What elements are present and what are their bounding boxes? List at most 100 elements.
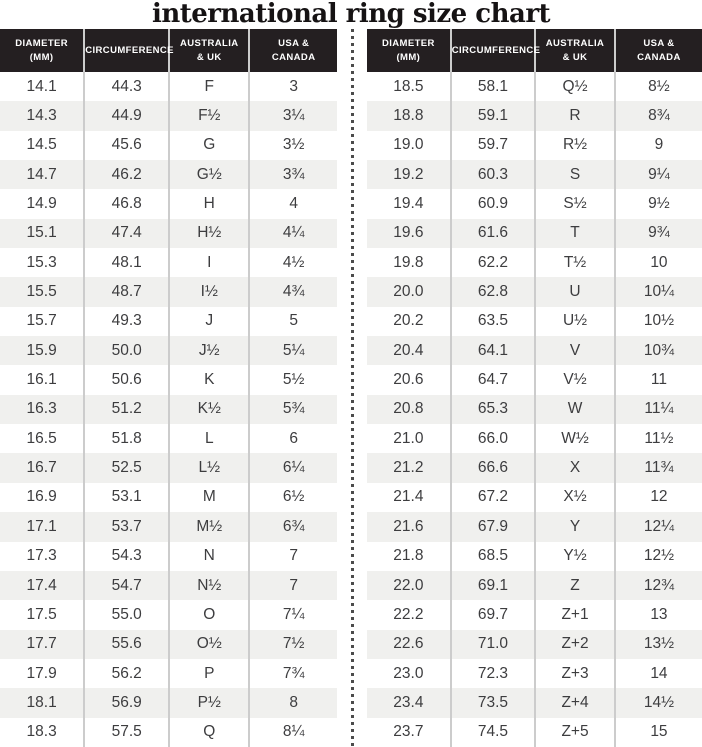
cell-diameter-mm: 20.2 — [393, 312, 424, 330]
table-row: 15.3 48.1 I 4½ — [0, 248, 337, 278]
cell-australia-uk: Z+5 — [534, 717, 615, 747]
cell-australia-uk: J½ — [168, 336, 250, 366]
cell-circumference: 58.1 — [449, 72, 536, 102]
cell-diameter-mm: 21.0 — [393, 429, 424, 447]
cell-circumference: 46.8 — [83, 189, 170, 219]
cell-circumference: 64.1 — [449, 336, 536, 366]
column-header-circumference: CIRCUMFERENCE — [449, 29, 540, 72]
cell-diameter-mm: 18.5 — [393, 77, 424, 95]
cell-usa-canada: 7¼ — [248, 600, 337, 630]
table-row: 17.9 56.2 P 7¾ — [0, 658, 337, 689]
table-row: 16.1 50.6 K 5½ — [0, 365, 337, 395]
column-header-diameter-mm: DIAMETER (mm) — [0, 29, 85, 72]
cell-australia-uk: W — [534, 394, 615, 425]
cell-diameter-mm: 15.7 — [26, 312, 57, 330]
cell-circumference: 74.5 — [449, 717, 536, 747]
cell-australia-uk: U½ — [534, 306, 615, 337]
cell-australia-uk: M½ — [168, 512, 250, 542]
cell-usa-canada: 4½ — [248, 248, 337, 278]
table-row: 15.7 49.3 J 5 — [0, 306, 337, 337]
ring-size-table-right-wrap: DIAMETER (mm) CIRCUMFERENCE AUSTRALIA & UK… — [367, 29, 702, 747]
cell-australia-uk: K½ — [168, 394, 250, 425]
table-row: 21.2 66.6 X 11¾ — [367, 453, 702, 483]
cell-australia-uk: P — [168, 658, 250, 689]
cell-australia-uk: N — [168, 541, 250, 571]
cell-circumference: 62.8 — [449, 277, 536, 307]
cell-usa-canada: 3 — [248, 72, 337, 102]
cell-australia-uk: Q — [168, 717, 250, 747]
cell-circumference: 73.5 — [449, 688, 536, 718]
cell-usa-canada: 11¾ — [613, 453, 702, 483]
cell-diameter-mm: 18.3 — [26, 723, 57, 741]
cell-australia-uk: H½ — [168, 218, 250, 249]
cell-diameter-mm: 20.4 — [367, 336, 451, 366]
table-row: 22.6 71.0 Z+2 13½ — [367, 629, 702, 659]
cell-usa-canada: 6¾ — [248, 512, 337, 542]
cell-usa-canada: 3¼ — [248, 101, 337, 131]
cell-circumference: 69.7 — [449, 600, 536, 630]
cell-circumference: 44.9 — [83, 101, 170, 131]
cell-australia-uk: J — [168, 306, 250, 337]
cell-circumference: 59.1 — [449, 101, 536, 131]
cell-usa-canada: 11½ — [613, 424, 702, 454]
cell-diameter-mm: 16.5 — [26, 429, 57, 447]
cell-circumference: 62.2 — [449, 248, 536, 278]
table-row: 17.1 53.7 M½ 6¾ — [0, 512, 337, 542]
cell-usa-canada: 7¾ — [248, 658, 337, 689]
cell-circumference: 71.0 — [449, 629, 536, 659]
cell-circumference: 48.1 — [83, 248, 170, 278]
cell-diameter-mm: 17.9 — [26, 664, 57, 682]
cell-australia-uk: Q½ — [534, 72, 615, 102]
cell-diameter-mm: 15.9 — [0, 336, 85, 366]
cell-usa-canada: 12½ — [613, 541, 702, 571]
column-header-australia-uk: AUSTRALIA & UK — [168, 29, 250, 72]
table-row: 14.1 44.3 F 3 — [0, 72, 337, 102]
table-row: 21.6 67.9 Y 12¼ — [367, 512, 702, 542]
table-row: 23.0 72.3 Z+3 14 — [367, 658, 702, 689]
cell-diameter-mm: 23.4 — [367, 688, 451, 718]
cell-usa-canada: 7 — [248, 570, 337, 601]
cell-circumference: 53.1 — [83, 482, 170, 513]
cell-diameter-mm: 14.7 — [0, 160, 85, 190]
cell-circumference: 60.3 — [449, 160, 536, 190]
cell-diameter-mm: 19.6 — [367, 218, 451, 249]
cell-australia-uk: K — [168, 365, 250, 395]
cell-usa-canada: 14 — [613, 658, 702, 689]
cell-australia-uk: Z+1 — [534, 600, 615, 630]
cell-diameter-mm: 17.7 — [0, 629, 85, 659]
table-row: 20.0 62.8 U 10¼ — [367, 277, 702, 307]
cell-circumference: 48.7 — [83, 277, 170, 307]
cell-australia-uk: M — [168, 482, 250, 513]
cell-usa-canada: 11¼ — [613, 394, 702, 425]
cell-usa-canada: 9¼ — [613, 160, 702, 190]
cell-australia-uk: S — [534, 160, 615, 190]
cell-usa-canada: 6 — [248, 424, 337, 454]
table-row: 16.5 51.8 L 6 — [0, 424, 337, 454]
cell-circumference: 52.5 — [83, 453, 170, 483]
table-separator — [337, 29, 367, 747]
table-row: 16.7 52.5 L½ 6¼ — [0, 453, 337, 483]
cell-australia-uk: U — [534, 277, 615, 307]
header-row: DIAMETER (mm) CIRCUMFERENCE AUSTRALIA & UK… — [367, 29, 702, 72]
cell-usa-canada: 8½ — [613, 72, 702, 102]
cell-circumference: 67.2 — [449, 482, 536, 513]
cell-usa-canada: 5¼ — [248, 336, 337, 366]
ring-size-table-left: DIAMETER (mm) CIRCUMFERENCE AUSTRALIA & UK… — [0, 29, 337, 747]
cell-usa-canada: 5½ — [248, 365, 337, 395]
column-header-usa-canada: USA & CANADA — [613, 29, 702, 72]
cell-australia-uk: R½ — [534, 130, 615, 161]
cell-diameter-mm: 19.2 — [367, 160, 451, 190]
table-row: 22.0 69.1 Z 12¾ — [367, 570, 702, 601]
cell-diameter-mm: 20.0 — [367, 277, 451, 307]
cell-usa-canada: 10¼ — [613, 277, 702, 307]
cell-australia-uk: Z+2 — [534, 629, 615, 659]
cell-circumference: 53.7 — [83, 512, 170, 542]
cell-circumference: 44.3 — [83, 72, 170, 102]
cell-usa-canada: 7½ — [248, 629, 337, 659]
column-header-diameter-mm: DIAMETER (mm) — [367, 29, 451, 72]
table-row: 19.6 61.6 T 9¾ — [367, 218, 702, 249]
cell-diameter-mm: 22.6 — [367, 629, 451, 659]
cell-diameter-mm: 21.4 — [393, 488, 424, 506]
cell-australia-uk: W½ — [534, 424, 615, 454]
cell-australia-uk: L½ — [168, 453, 250, 483]
